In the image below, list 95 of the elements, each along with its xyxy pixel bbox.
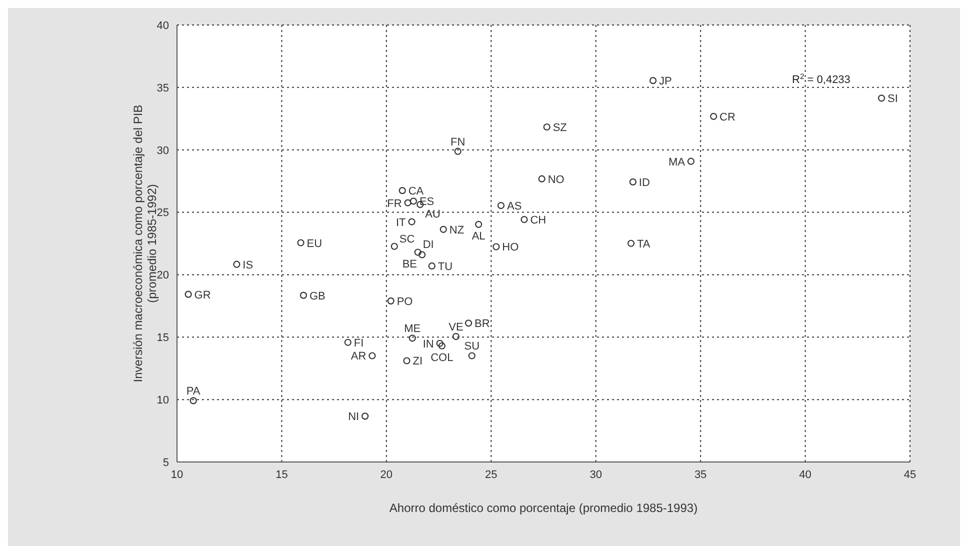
- x-tick-label: 45: [904, 468, 916, 481]
- annotation: CR: [720, 111, 736, 124]
- point: [452, 332, 460, 340]
- annotation: PA: [186, 386, 201, 398]
- point: [408, 218, 416, 226]
- point: [710, 112, 718, 120]
- annotation: AL: [472, 230, 486, 242]
- y-tick-label: 20: [156, 270, 169, 282]
- annotation: IT: [396, 216, 406, 229]
- point: [649, 77, 657, 84]
- point: [362, 412, 369, 420]
- annotation: GB: [309, 290, 326, 302]
- point: [492, 243, 500, 250]
- annotation: IN: [422, 338, 434, 350]
- x-tick-label: 15: [276, 468, 288, 481]
- point: [464, 320, 472, 327]
- point: [300, 292, 308, 299]
- point: [404, 199, 412, 206]
- point: [627, 240, 635, 247]
- point: [398, 187, 406, 194]
- point: [403, 357, 410, 364]
- annotation: AR: [350, 350, 366, 363]
- point: [475, 220, 482, 228]
- point: [368, 352, 376, 360]
- x-tick-label: 40: [799, 468, 812, 481]
- annotation: AS: [506, 200, 522, 213]
- point: [428, 262, 436, 270]
- annotation: MA: [668, 156, 686, 168]
- annotation: ID: [638, 176, 650, 189]
- annotation: SI: [888, 93, 898, 106]
- annotation: ES: [419, 196, 434, 208]
- point: [297, 239, 304, 246]
- annotation: DI: [422, 239, 434, 252]
- point: [418, 251, 426, 258]
- annotation: AU: [425, 208, 440, 221]
- annotation: TA: [637, 238, 651, 250]
- y-tick-label: 10: [156, 394, 169, 406]
- point: [520, 216, 528, 224]
- annotation: BR: [474, 318, 490, 330]
- y-tick-label: 15: [156, 332, 169, 344]
- y-tick-label: 40: [156, 20, 169, 32]
- annotation: GR: [194, 289, 211, 302]
- annotation: ME: [404, 323, 421, 336]
- annotation: ZI: [412, 356, 423, 368]
- annotation: VE: [448, 322, 464, 334]
- annotation: IS: [242, 259, 254, 272]
- annotation: JP: [659, 76, 672, 88]
- point: [410, 198, 417, 205]
- y-tick-label: 30: [156, 144, 169, 157]
- annotation: HO: [502, 242, 520, 254]
- point: [184, 290, 192, 298]
- point: [190, 397, 197, 404]
- annotation: EU: [306, 238, 322, 250]
- point: [878, 94, 886, 102]
- point: [687, 158, 694, 165]
- point: [438, 342, 446, 350]
- annotation: COL: [430, 352, 454, 364]
- annotation: FN: [450, 136, 466, 148]
- annotation: R$^{2}$ = 0,4233: [792, 72, 850, 86]
- y-tick-label: 35: [156, 82, 169, 94]
- point: [436, 340, 444, 347]
- x-tick-label: 35: [694, 468, 707, 481]
- point: [538, 175, 546, 182]
- annotation: PO: [396, 296, 414, 308]
- annotation: SZ: [552, 122, 568, 134]
- x-tick-label: 10: [170, 468, 184, 481]
- point: [408, 334, 416, 342]
- annotation: CH: [530, 214, 546, 227]
- x-axis-title: Ahorro doméstico como porcentaje (promedio 1985-1993): [389, 501, 698, 515]
- point: [629, 178, 636, 186]
- x-tick-label: 20: [380, 468, 393, 481]
- annotation: TU: [438, 260, 453, 273]
- y-tick-label: 25: [156, 207, 169, 220]
- x-tick-label: 30: [590, 468, 602, 481]
- annotation: FR: [387, 198, 402, 210]
- annotation: NZ: [449, 224, 464, 236]
- point: [390, 242, 398, 250]
- point: [440, 226, 447, 233]
- point: [233, 260, 240, 268]
- annotation: NI: [348, 411, 360, 424]
- point: [414, 248, 422, 256]
- point: [468, 352, 476, 360]
- annotation: FI: [354, 337, 364, 350]
- annotation: SC: [399, 233, 415, 246]
- x-tick-label: 25: [485, 468, 498, 481]
- annotation: NO: [548, 174, 565, 186]
- point: [454, 148, 462, 155]
- point: [344, 338, 352, 346]
- point: [543, 123, 550, 131]
- annotation: CA: [408, 186, 424, 198]
- point: [497, 202, 505, 210]
- annotation: BE: [402, 258, 418, 271]
- y-tick-label: 5: [162, 456, 169, 469]
- annotation: SU: [464, 340, 480, 353]
- point: [387, 297, 394, 304]
